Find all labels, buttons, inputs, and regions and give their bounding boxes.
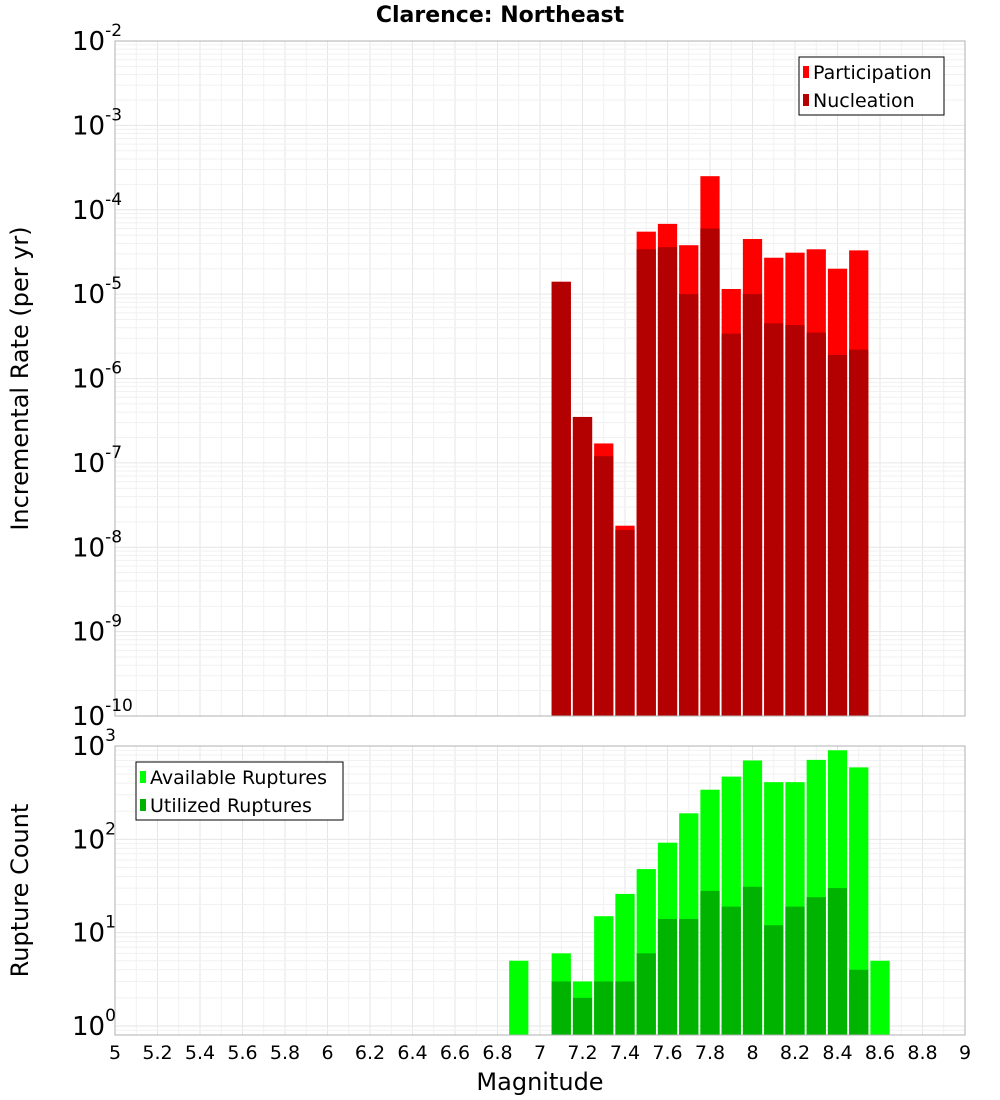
rate-bar-nucleation	[657, 247, 678, 716]
rate-y-ticks: 10-10 10-9 10-8 10-7 10-6 10-5 10-4 10-3 10-2	[72, 21, 133, 732]
count-bar-available-ruptures	[870, 960, 890, 1035]
y-tick-label: 101	[72, 913, 116, 949]
y-tick-label: 10-9	[72, 612, 122, 648]
legend-label: Nucleation	[813, 90, 915, 112]
x-tick-label: 6	[321, 1042, 333, 1064]
x-tick-label: 8	[746, 1042, 758, 1064]
count-bar-utilized-ruptures	[806, 897, 826, 1035]
rate-bar-nucleation	[764, 323, 784, 716]
count-bar-utilized-ruptures	[785, 906, 805, 1035]
rate-bar-nucleation	[572, 416, 593, 716]
x-tick-label: 6.6	[440, 1042, 470, 1064]
rate-bar-nucleation	[700, 228, 720, 716]
x-tick-label: 5	[109, 1042, 121, 1064]
y-tick-label: 100	[72, 1006, 116, 1042]
x-tick-label: 7.2	[567, 1042, 597, 1064]
count-bar-utilized-ruptures	[615, 981, 635, 1035]
rate-bar-nucleation	[785, 325, 805, 716]
rate-bar-nucleation	[806, 332, 826, 716]
x-tick-label: 5.8	[270, 1042, 300, 1064]
x-tick-label: 6.8	[482, 1042, 512, 1064]
rate-y-axis-label: Incremental Rate (per yr)	[6, 226, 34, 530]
count-bars	[509, 750, 890, 1035]
rate-bars	[551, 176, 869, 717]
count-bar-utilized-ruptures	[764, 925, 784, 1035]
count-y-axis-label: Rupture Count	[6, 804, 34, 978]
legend-label: Utilized Ruptures	[150, 795, 312, 817]
count-bar-utilized-ruptures	[700, 890, 720, 1035]
rate-bar-nucleation	[615, 530, 635, 716]
x-tick-label: 8.6	[865, 1042, 895, 1064]
rate-bar-nucleation	[551, 281, 571, 716]
rate-bar-nucleation	[849, 349, 869, 716]
x-tick-label: 6.4	[397, 1042, 427, 1064]
rate-bar-nucleation	[594, 456, 614, 716]
legend-swatch	[803, 94, 809, 106]
count-bar-utilized-ruptures	[551, 981, 571, 1035]
rate-bar-nucleation	[721, 333, 741, 716]
y-tick-label: 10-6	[72, 359, 122, 395]
y-tick-label: 10-4	[72, 190, 122, 226]
count-legend: Available Ruptures Utilized Ruptures	[135, 761, 344, 821]
y-tick-label: 10-8	[72, 527, 122, 563]
count-bar-available-ruptures	[509, 960, 529, 1035]
y-tick-label: 10-7	[72, 443, 122, 479]
y-tick-label: 10-10	[72, 696, 133, 732]
rate-bar-nucleation	[679, 294, 699, 716]
legend-swatch	[803, 66, 809, 78]
count-bar-available-ruptures	[849, 767, 869, 1035]
y-tick-label: 10-3	[72, 105, 122, 141]
rate-plot-frame	[114, 40, 966, 717]
count-bar-utilized-ruptures	[594, 981, 614, 1035]
x-tick-label: 6.2	[355, 1042, 385, 1064]
count-bar-utilized-ruptures	[827, 888, 848, 1035]
legend-label: Participation	[813, 62, 932, 84]
x-tick-label: 7.6	[652, 1042, 682, 1064]
count-bar-utilized-ruptures	[721, 906, 741, 1035]
x-tick-label: 7.8	[695, 1042, 725, 1064]
x-tick-label: 5.4	[185, 1042, 215, 1064]
legend-label: Available Ruptures	[150, 767, 327, 789]
count-bar-utilized-ruptures	[849, 969, 869, 1035]
count-bar-utilized-ruptures	[657, 919, 678, 1035]
chart-title: Clarence: Northeast	[376, 3, 625, 28]
count-y-ticks: 100 101 102 103	[72, 726, 116, 1042]
x-axis-label: Magnitude	[476, 1068, 603, 1096]
legend-swatch	[140, 771, 146, 783]
rate-legend: Participation Nucleation	[798, 56, 945, 116]
rate-bar-nucleation	[742, 294, 763, 716]
legend-box	[135, 761, 344, 821]
rate-bar-nucleation	[636, 249, 656, 716]
y-tick-label: 10-5	[72, 274, 122, 310]
x-tick-label: 5.2	[142, 1042, 172, 1064]
y-tick-label: 103	[72, 726, 116, 762]
x-tick-label: 5.6	[227, 1042, 257, 1064]
x-tick-label: 9	[959, 1042, 971, 1064]
rate-panel: 10-10 10-9 10-8 10-7 10-6 10-5 10-4 10-3 10-2 In…	[6, 21, 966, 732]
x-tick-label: 7	[534, 1042, 546, 1064]
count-bar-utilized-ruptures	[679, 919, 699, 1035]
y-tick-label: 10-2	[72, 21, 122, 57]
legend-box	[798, 56, 945, 116]
x-tick-label: 8.8	[907, 1042, 937, 1064]
x-tick-label: 8.4	[822, 1042, 852, 1064]
x-axis-ticks: 5 5.2 5.4 5.6 5.8 6 6.2 6.4 6.6 6.8 7 7.2 7.4 7.6 7.8 8…	[109, 1042, 971, 1064]
y-tick-label: 102	[72, 819, 116, 855]
count-bar-utilized-ruptures	[636, 953, 656, 1035]
count-plot-frame	[114, 745, 966, 1036]
count-bar-utilized-ruptures	[742, 886, 763, 1035]
x-tick-label: 8.2	[780, 1042, 810, 1064]
x-tick-label: 7.4	[610, 1042, 640, 1064]
rate-bar-nucleation	[827, 354, 848, 716]
legend-swatch	[140, 799, 146, 811]
count-bar-utilized-ruptures	[572, 997, 593, 1035]
count-panel: 100 101 102 103 Rupture Count Available Rup…	[6, 726, 966, 1042]
